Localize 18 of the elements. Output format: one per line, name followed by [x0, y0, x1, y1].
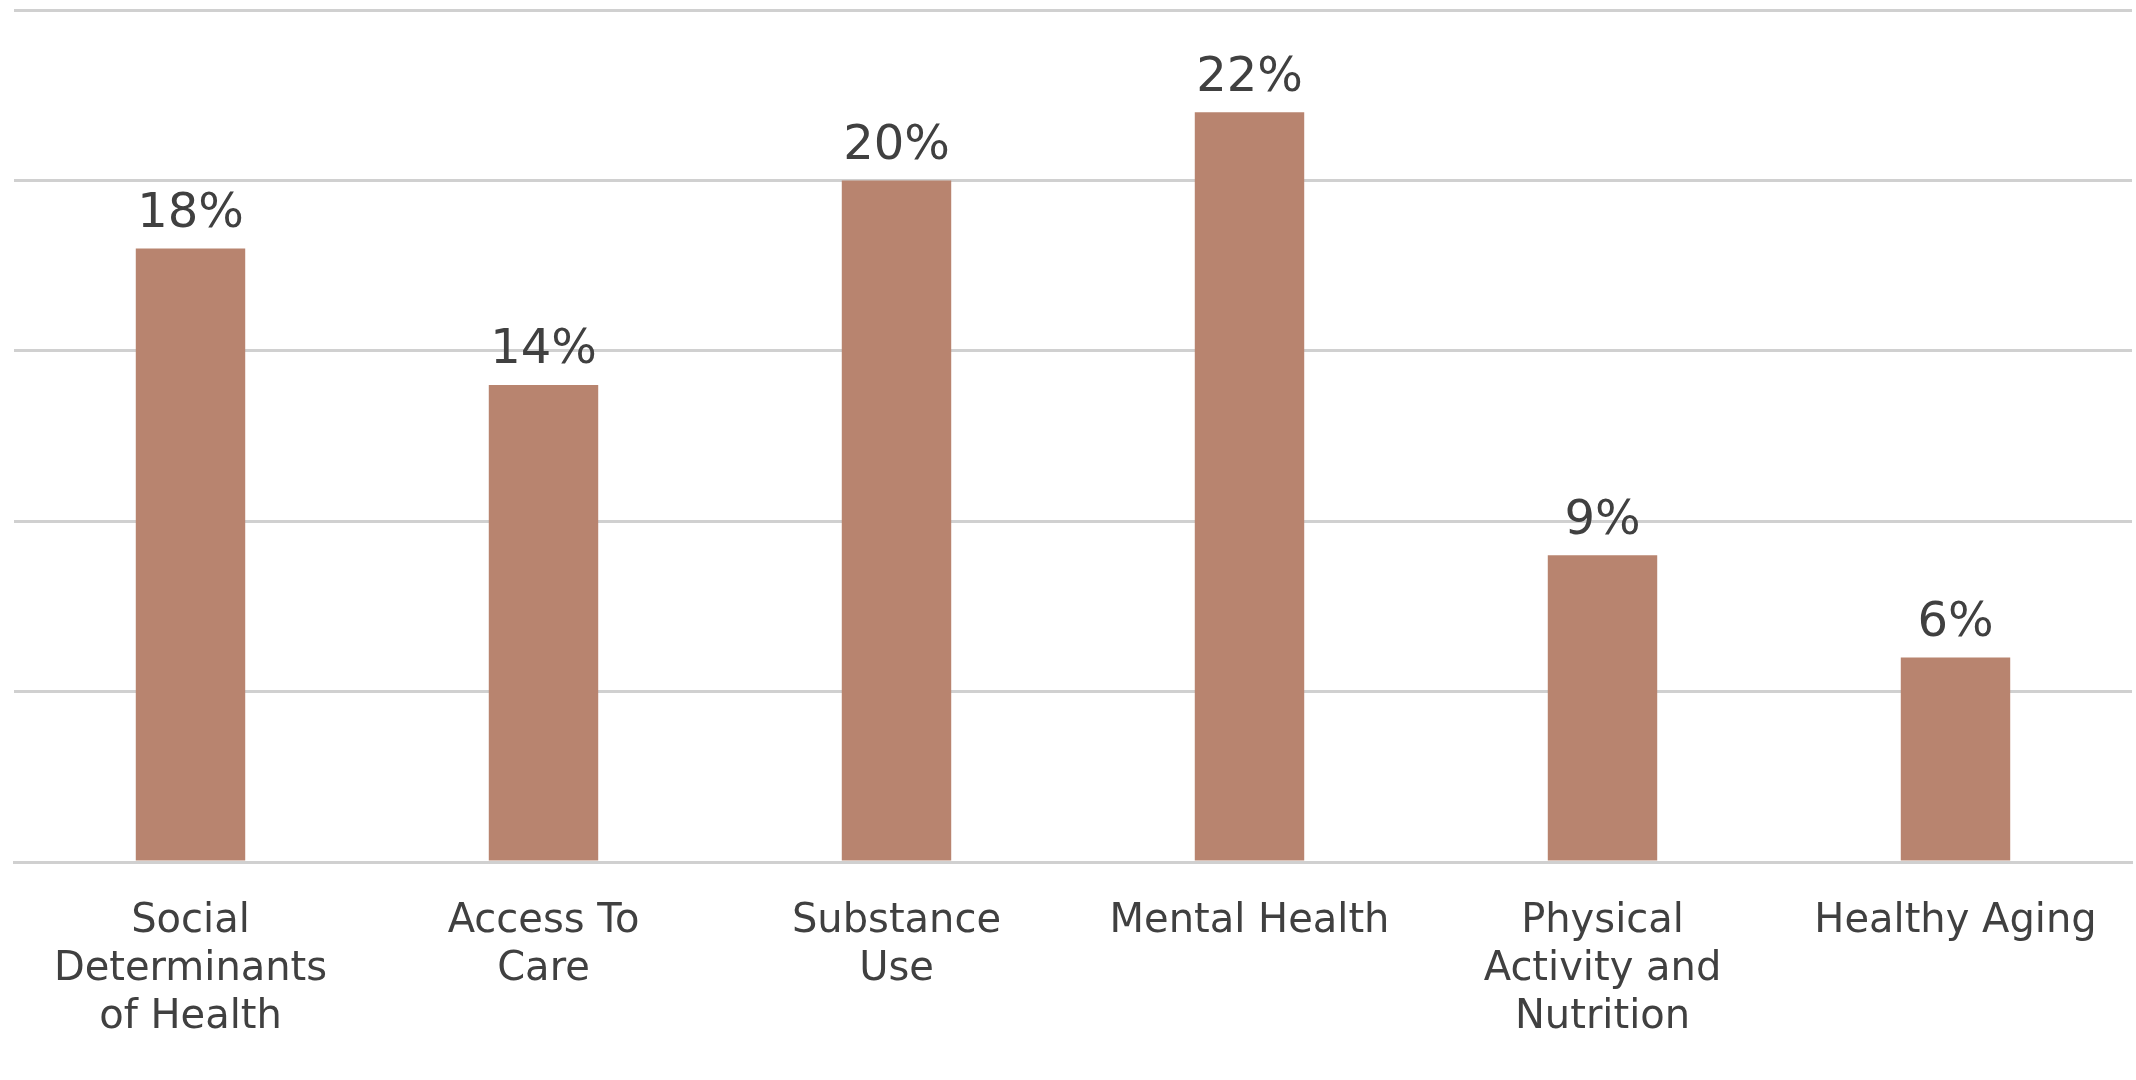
bar	[488, 384, 599, 861]
data-label: 6%	[1917, 590, 1994, 647]
x-tick-label: Physical Activity and Nutrition	[1483, 895, 1722, 1038]
x-tick-label: Social Determinants of Health	[53, 895, 328, 1038]
data-label: 20%	[843, 113, 950, 170]
x-tick-label: Mental Health	[1109, 895, 1390, 942]
bar	[841, 180, 952, 861]
bar	[1900, 657, 2011, 861]
data-label: 14%	[490, 318, 597, 375]
bar	[1194, 112, 1305, 861]
data-label: 18%	[137, 182, 244, 239]
x-tick-label: Substance Use	[791, 895, 1002, 990]
data-label: 22%	[1196, 45, 1303, 102]
data-label: 9%	[1564, 488, 1641, 545]
bar	[1547, 555, 1658, 861]
bar	[135, 248, 246, 861]
x-tick-label: Healthy Aging	[1814, 895, 2097, 942]
x-tick-label: Access To Care	[447, 895, 640, 990]
